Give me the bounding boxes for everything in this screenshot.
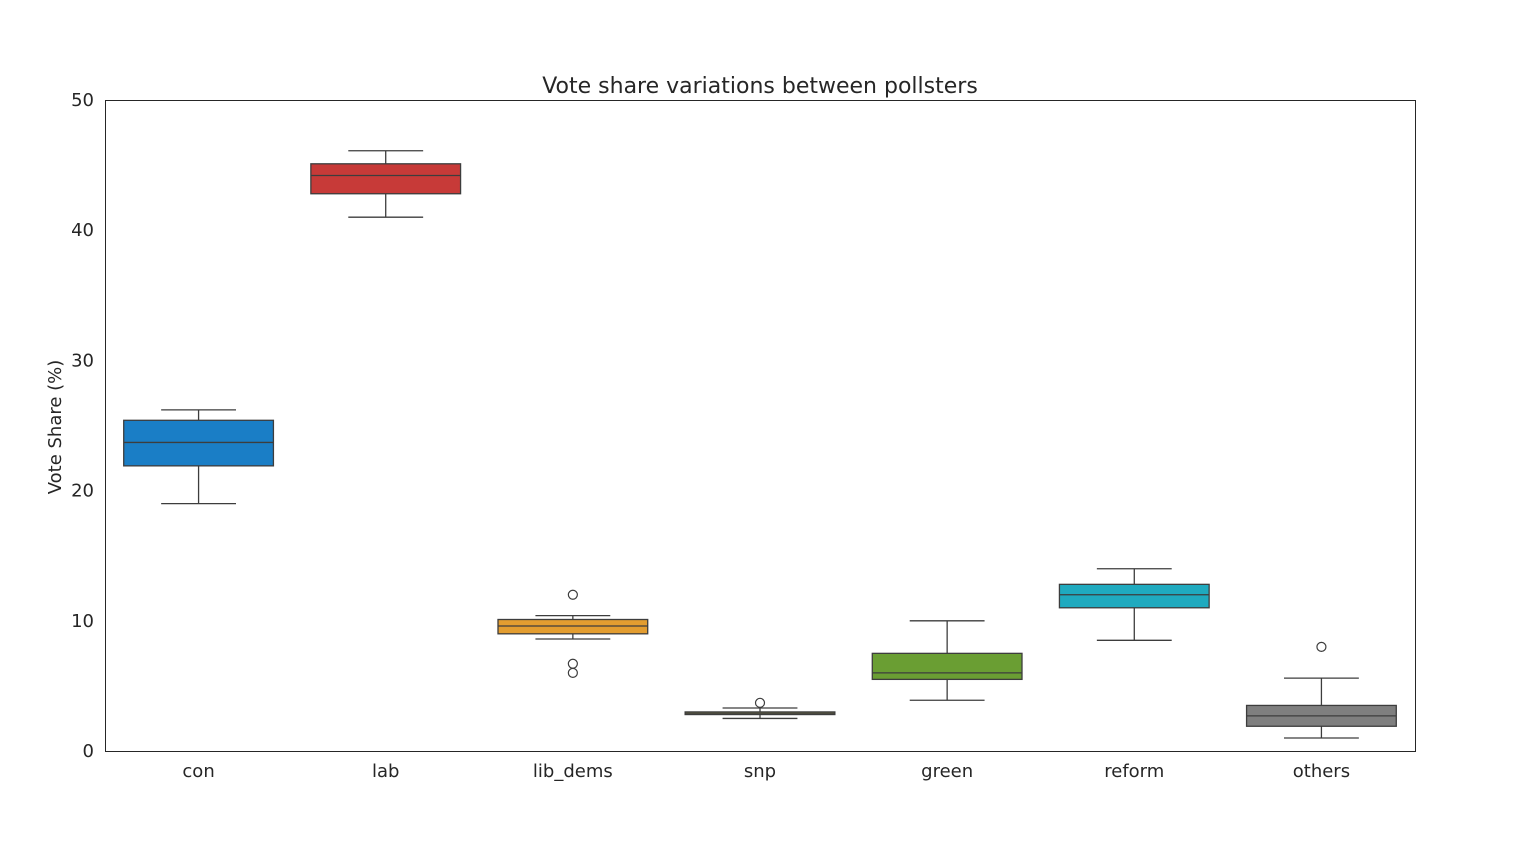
box-con: [123, 419, 275, 467]
y-tick-label: 30: [71, 350, 94, 371]
outlier-snp-0: [754, 697, 766, 708]
x-tick-label-green: green: [921, 761, 973, 782]
x-tick-label-reform: reform: [1104, 761, 1164, 782]
box-group-lib_dems: [497, 589, 649, 678]
box-lib_dems: [497, 618, 649, 635]
box-green: [871, 652, 1023, 681]
box-group-green: [871, 620, 1023, 701]
plot-frame: [105, 100, 1416, 752]
y-axis-ticks: 0 10 20 30 40 50: [71, 90, 94, 762]
x-tick-label-snp: snp: [744, 761, 776, 782]
box-lab: [310, 163, 462, 195]
box-group-snp: [684, 697, 836, 720]
y-tick-label: 0: [83, 741, 94, 762]
box-group-others: [1245, 641, 1397, 739]
y-tick-label: 50: [71, 90, 94, 111]
x-tick-label-lab: lab: [372, 761, 399, 782]
y-tick-label: 20: [71, 481, 94, 502]
x-axis-ticks: con lab lib_dems snp green reform others: [182, 761, 1350, 782]
outlier-lib_dems-1: [567, 658, 578, 669]
chart-title: Vote share variations between pollsters: [542, 74, 978, 99]
outlier-lib_dems-0: [567, 589, 578, 600]
plot-area: [123, 150, 1397, 739]
box-group-con: [123, 409, 275, 505]
outlier-lib_dems-2: [567, 667, 578, 678]
x-tick-label-con: con: [182, 761, 214, 782]
box-group-lab: [310, 150, 462, 218]
x-tick-label-lib_dems: lib_dems: [533, 761, 613, 782]
y-tick-label: 10: [71, 611, 94, 632]
x-tick-label-others: others: [1293, 761, 1350, 782]
y-axis-label: Vote Share (%): [45, 360, 66, 495]
y-tick-label: 40: [71, 220, 94, 241]
box-group-reform: [1058, 568, 1210, 641]
outlier-others-0: [1316, 641, 1327, 652]
box-reform: [1058, 583, 1210, 609]
